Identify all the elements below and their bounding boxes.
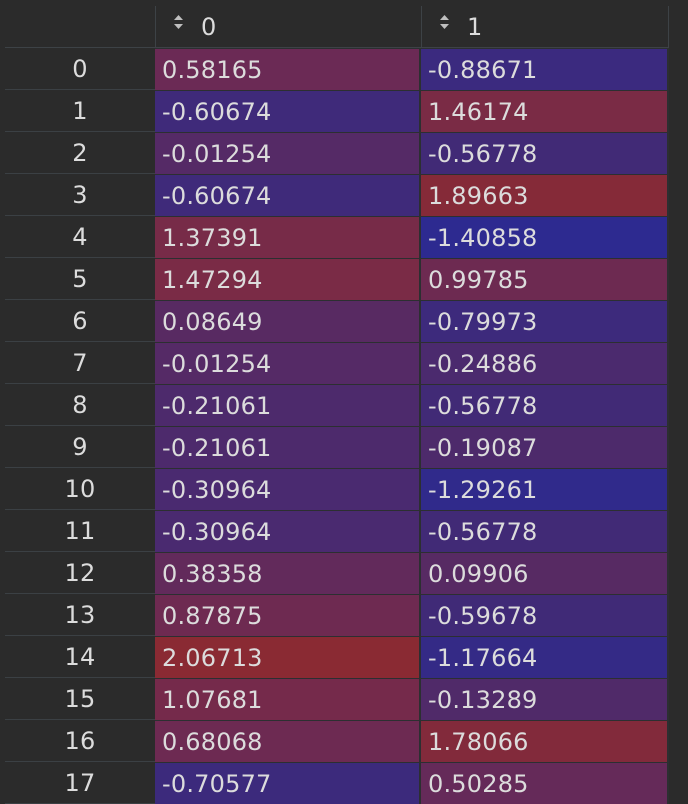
value-cell[interactable]: 2.06713 (155, 636, 421, 678)
table-row: 0 0.58165 -0.88671 (5, 48, 669, 90)
row-index-cell: 6 (5, 300, 155, 342)
value-cell[interactable]: -0.88671 (421, 48, 669, 90)
column-header-0[interactable]: 0 (155, 6, 421, 48)
table-row: 3 -0.60674 1.89663 (5, 174, 669, 216)
value-cell[interactable]: 0.58165 (155, 48, 421, 90)
value-cell[interactable]: 0.09906 (421, 552, 669, 594)
value-cell[interactable]: -0.21061 (155, 384, 421, 426)
value-cell[interactable]: -0.24886 (421, 342, 669, 384)
table-row: 1 -0.60674 1.46174 (5, 90, 669, 132)
value-cell[interactable]: 0.38358 (155, 552, 421, 594)
value-cell[interactable]: -0.30964 (155, 510, 421, 552)
value-cell[interactable]: -0.79973 (421, 300, 669, 342)
table-row: 15 1.07681 -0.13289 (5, 678, 669, 720)
value-cell[interactable]: 1.78066 (421, 720, 669, 762)
table-row: 4 1.37391 -1.40858 (5, 216, 669, 258)
row-index-cell: 14 (5, 636, 155, 678)
value-cell[interactable]: -0.70577 (155, 762, 421, 804)
table-row: 7 -0.01254 -0.24886 (5, 342, 669, 384)
value-cell[interactable]: 1.37391 (155, 216, 421, 258)
row-index-cell: 0 (5, 48, 155, 90)
value-cell[interactable]: 1.46174 (421, 90, 669, 132)
value-cell[interactable]: -0.21061 (155, 426, 421, 468)
value-cell[interactable]: -1.17664 (421, 636, 669, 678)
value-cell[interactable]: -1.29261 (421, 468, 669, 510)
sort-updown-icon[interactable] (440, 14, 449, 29)
column-header-label: 0 (201, 12, 217, 41)
table-row: 5 1.47294 0.99785 (5, 258, 669, 300)
value-cell[interactable]: 0.99785 (421, 258, 669, 300)
table-row: 16 0.68068 1.78066 (5, 720, 669, 762)
value-cell[interactable]: -0.01254 (155, 342, 421, 384)
table-body: 0 0.58165 -0.88671 1 -0.60674 1.46174 2 -0.0125… (5, 48, 669, 804)
row-index-cell: 9 (5, 426, 155, 468)
row-index-cell: 17 (5, 762, 155, 804)
table-header-row: 0 1 (5, 6, 669, 48)
table-row: 17 -0.70577 0.50285 (5, 762, 669, 804)
row-index-cell: 7 (5, 342, 155, 384)
row-index-cell: 15 (5, 678, 155, 720)
row-index-cell: 2 (5, 132, 155, 174)
value-cell[interactable]: 0.68068 (155, 720, 421, 762)
value-cell[interactable]: -0.13289 (421, 678, 669, 720)
table-row: 10 -0.30964 -1.29261 (5, 468, 669, 510)
value-cell[interactable]: -1.40858 (421, 216, 669, 258)
value-cell[interactable]: -0.59678 (421, 594, 669, 636)
row-index-cell: 11 (5, 510, 155, 552)
dataframe-table: 0 1 0 0.58165 -0.88671 1 -0.60674 1.46174 2 -0.… (5, 6, 669, 804)
index-header-cell (5, 6, 155, 48)
value-cell[interactable]: -0.56778 (421, 510, 669, 552)
value-cell[interactable]: 1.89663 (421, 174, 669, 216)
value-cell[interactable]: -0.56778 (421, 132, 669, 174)
vertical-scrollbar[interactable] (670, 6, 688, 790)
value-cell[interactable]: 1.07681 (155, 678, 421, 720)
table-row: 6 0.08649 -0.79973 (5, 300, 669, 342)
value-cell[interactable]: 1.47294 (155, 258, 421, 300)
row-index-cell: 8 (5, 384, 155, 426)
table-row: 9 -0.21061 -0.19087 (5, 426, 669, 468)
value-cell[interactable]: -0.19087 (421, 426, 669, 468)
row-index-cell: 1 (5, 90, 155, 132)
value-cell[interactable]: 0.08649 (155, 300, 421, 342)
table-row: 8 -0.21061 -0.56778 (5, 384, 669, 426)
value-cell[interactable]: -0.60674 (155, 90, 421, 132)
value-cell[interactable]: -0.01254 (155, 132, 421, 174)
sort-updown-icon[interactable] (174, 14, 183, 29)
value-cell[interactable]: -0.56778 (421, 384, 669, 426)
table-row: 11 -0.30964 -0.56778 (5, 510, 669, 552)
row-index-cell: 12 (5, 552, 155, 594)
column-header-label: 1 (467, 12, 483, 41)
row-index-cell: 13 (5, 594, 155, 636)
column-header-1[interactable]: 1 (421, 6, 669, 48)
table-row: 13 0.87875 -0.59678 (5, 594, 669, 636)
table-row: 2 -0.01254 -0.56778 (5, 132, 669, 174)
row-index-cell: 10 (5, 468, 155, 510)
row-index-cell: 3 (5, 174, 155, 216)
row-index-cell: 16 (5, 720, 155, 762)
value-cell[interactable]: -0.30964 (155, 468, 421, 510)
row-index-cell: 4 (5, 216, 155, 258)
value-cell[interactable]: 0.50285 (421, 762, 669, 804)
row-index-cell: 5 (5, 258, 155, 300)
table-row: 12 0.38358 0.09906 (5, 552, 669, 594)
value-cell[interactable]: -0.60674 (155, 174, 421, 216)
table-row: 14 2.06713 -1.17664 (5, 636, 669, 678)
value-cell[interactable]: 0.87875 (155, 594, 421, 636)
